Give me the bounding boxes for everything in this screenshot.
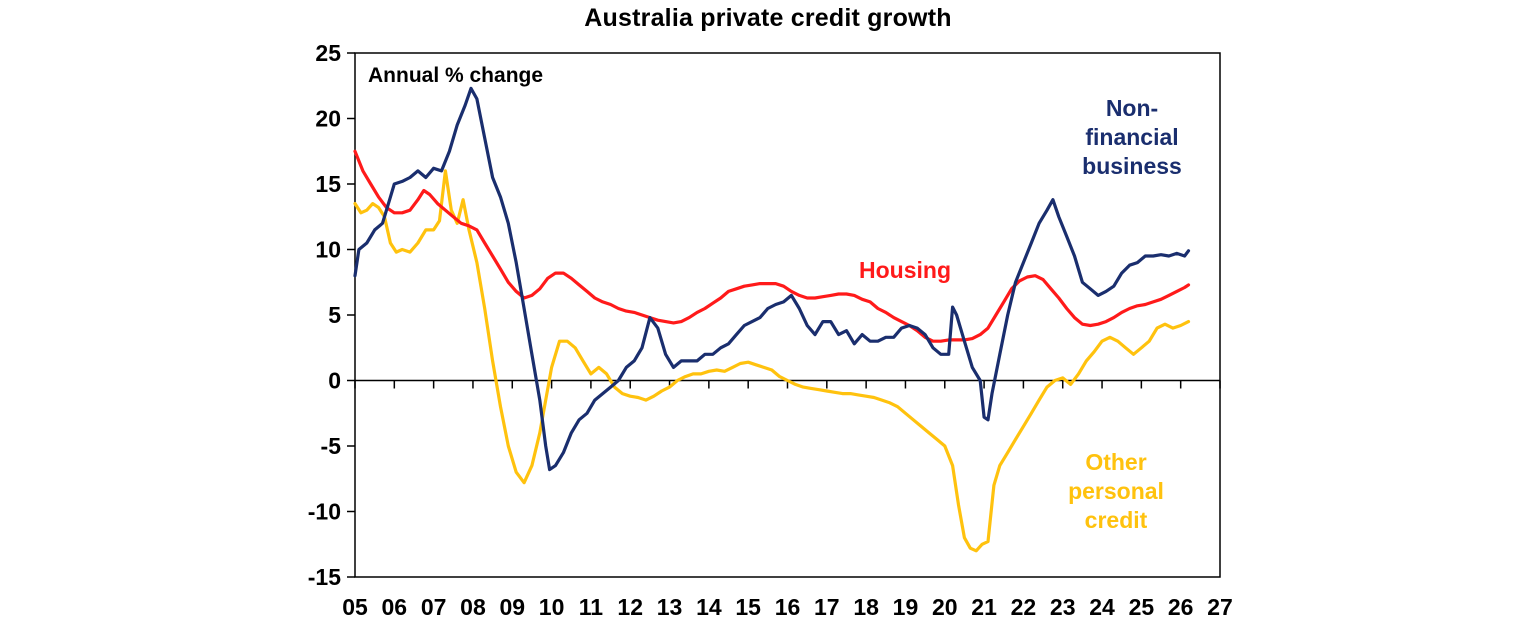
series-label-non-financial-business: Non-	[1106, 95, 1158, 121]
y-tick-label: 10	[315, 237, 341, 263]
chart-title: Australia private credit growth	[584, 4, 952, 32]
y-tick-label: 20	[315, 106, 341, 132]
x-tick-label: 24	[1089, 594, 1115, 620]
x-tick-label: 09	[499, 594, 525, 620]
y-tick-label: 5	[328, 302, 341, 328]
x-tick-label: 14	[696, 594, 722, 620]
y-tick-label: 0	[328, 368, 341, 394]
series-line-other-personal-credit	[353, 169, 1191, 553]
x-tick-label: 17	[814, 594, 840, 620]
x-tick-label: 27	[1207, 594, 1233, 620]
x-axis-ticks: 05 06 07 08 09 10 11 12 13 14 15 16 17 18 19 20 21 22 23 24…	[342, 380, 1233, 620]
x-tick-label: 16	[775, 594, 801, 620]
x-tick-label: 13	[657, 594, 683, 620]
series-label-other-personal-credit: personal	[1068, 478, 1164, 504]
x-tick-label: 18	[853, 594, 879, 620]
x-tick-label: 20	[932, 594, 958, 620]
y-axis-ticks: -15 -10 -5 0 5 10 15 20 25	[308, 40, 355, 590]
x-tick-label: 21	[971, 594, 997, 620]
x-tick-label: 19	[893, 594, 919, 620]
series-label-non-financial-business: financial	[1085, 124, 1178, 150]
y-tick-label: -5	[321, 433, 342, 459]
series-line-non-financial-business	[353, 86, 1191, 472]
x-tick-label: 06	[382, 594, 408, 620]
series-label-housing: Housing	[859, 257, 951, 283]
series-line-housing	[353, 149, 1191, 343]
y-tick-label: -10	[308, 499, 341, 525]
x-tick-label: 10	[539, 594, 565, 620]
x-tick-label: 23	[1050, 594, 1076, 620]
x-tick-label: 05	[342, 594, 368, 620]
y-tick-label: -15	[308, 564, 341, 590]
x-tick-label: 11	[579, 594, 604, 620]
x-tick-label: 26	[1168, 594, 1194, 620]
x-tick-label: 12	[617, 594, 643, 620]
series-lines	[353, 86, 1191, 553]
x-tick-label: 22	[1011, 594, 1037, 620]
series-label-other-personal-credit: Other	[1085, 449, 1146, 475]
y-tick-label: 25	[315, 40, 341, 66]
x-tick-label: 15	[735, 594, 761, 620]
y-tick-label: 15	[315, 171, 341, 197]
series-label-other-personal-credit: credit	[1085, 507, 1148, 533]
x-tick-label: 08	[460, 594, 486, 620]
series-labels: Non-financial business Housing Other persona…	[859, 95, 1182, 533]
series-label-non-financial-business: business	[1082, 153, 1182, 179]
y-unit-label: Annual % change	[368, 64, 543, 87]
x-tick-label: 25	[1129, 594, 1155, 620]
x-tick-label: 07	[421, 594, 447, 620]
